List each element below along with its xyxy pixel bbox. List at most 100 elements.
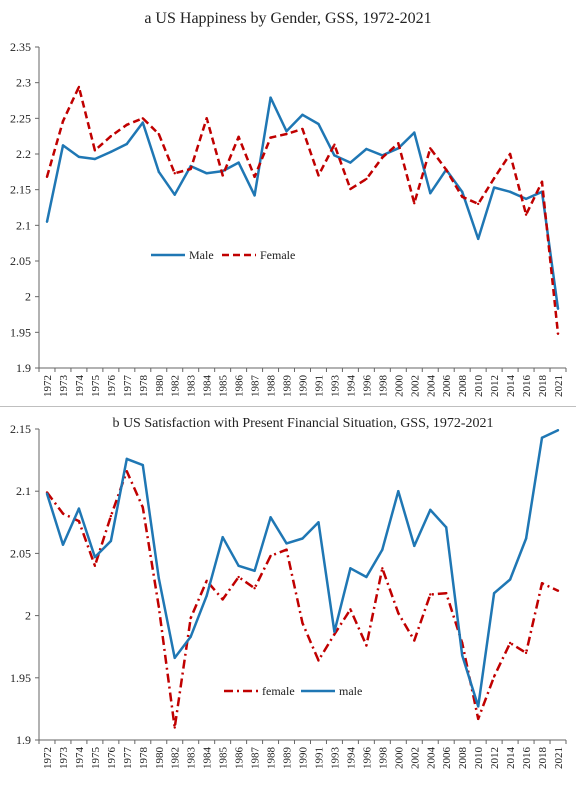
data-point-male [77, 155, 81, 159]
x-tick-label: 2006 [441, 375, 453, 398]
data-point-female [317, 659, 320, 662]
data-point-female [476, 717, 480, 721]
data-point-female [381, 156, 384, 159]
financial-satisfaction-line-chart: 1.9 1.95 2 2.05 2.1 2.15 1972 1973 1974 1975 1976 1… [10, 422, 567, 770]
data-point-female [349, 187, 352, 191]
y-tick-label: 2.3 [16, 76, 31, 90]
data-point-female [301, 127, 304, 131]
data-point-female [109, 514, 113, 518]
x-tick-label: 1980 [154, 375, 166, 398]
data-point-female [381, 567, 384, 570]
data-point-female [253, 175, 256, 179]
data-point-female [540, 180, 544, 184]
chart-title: b US Satisfaction with Present Financial… [112, 416, 494, 431]
data-point-male [365, 147, 368, 151]
data-point-male [61, 543, 65, 546]
x-tick-label: 2004 [425, 747, 437, 770]
x-tick-label: 1984 [202, 747, 214, 770]
data-point-male [205, 594, 208, 597]
data-point-female [269, 136, 272, 139]
data-point-female [221, 598, 224, 601]
legend-label: female [262, 684, 295, 698]
x-tick-label: 1991 [313, 375, 325, 397]
x-tick-label: 2002 [409, 375, 421, 397]
data-point-male [157, 170, 160, 174]
data-point-female [524, 213, 528, 216]
y-tick-label: 1.9 [16, 733, 31, 747]
y-tick-label: 2.35 [10, 40, 31, 54]
x-tick-label: 2010 [473, 747, 485, 770]
data-point-female [349, 608, 352, 611]
data-point-male [157, 577, 160, 580]
x-tick-label: 1994 [345, 375, 357, 398]
data-point-female [269, 554, 272, 558]
data-point-female [125, 123, 129, 126]
x-tick-label: 2008 [457, 375, 469, 398]
x-tick-label: 2000 [393, 747, 405, 770]
x-tick-label: 2000 [393, 375, 405, 398]
data-point-male [317, 122, 320, 126]
y-tick-label: 1.95 [10, 325, 31, 339]
data-point-female [460, 195, 464, 198]
data-point-male [125, 142, 129, 146]
data-point-male [349, 161, 352, 164]
data-point-male [413, 131, 416, 134]
data-point-male [508, 578, 512, 581]
x-tick-label: 1976 [106, 747, 118, 770]
data-point-male [285, 129, 288, 133]
data-point-male [492, 592, 496, 595]
data-point-female [141, 506, 145, 509]
data-point-male [61, 144, 65, 147]
data-point-female [93, 149, 97, 152]
series-line-female [45, 85, 560, 334]
data-point-male [45, 492, 49, 495]
data-point-female [476, 202, 480, 206]
data-point-female [205, 579, 208, 582]
x-tick-label: 2016 [521, 747, 533, 770]
x-tick-label: 1976 [106, 375, 118, 398]
data-point-female [445, 592, 448, 595]
x-tick-label: 1974 [74, 375, 86, 398]
data-point-male [524, 197, 528, 201]
data-point-female [189, 616, 192, 620]
y-tick-label: 2 [25, 609, 31, 623]
data-point-male [492, 186, 496, 189]
data-point-female [205, 117, 208, 120]
data-point-male [397, 490, 400, 493]
data-point-male [333, 630, 336, 633]
data-point-female [237, 135, 240, 139]
data-point-male [460, 190, 464, 194]
data-point-female [429, 147, 432, 150]
chart-title: a US Happiness by Gender, GSS, 1972-2021 [144, 10, 432, 27]
x-tick-label: 1973 [58, 375, 70, 398]
x-tick-label: 1982 [170, 747, 182, 769]
data-point-male [109, 150, 113, 154]
x-tick-label: 1983 [186, 375, 198, 398]
x-tick-label: 2002 [409, 747, 421, 769]
x-tick-label: 2006 [441, 747, 453, 770]
data-point-female [492, 177, 496, 180]
data-point-male [77, 507, 81, 510]
data-point-male [253, 569, 256, 573]
y-tick-label: 2.15 [10, 422, 31, 436]
x-tick-label: 1980 [154, 747, 166, 770]
x-tick-label: 1987 [250, 747, 262, 770]
x-tick-label: 2014 [505, 375, 517, 398]
data-point-male [141, 463, 145, 467]
x-tick-label: 2008 [457, 747, 469, 770]
data-point-male [349, 567, 352, 570]
data-point-female [333, 633, 336, 636]
data-point-female [365, 177, 368, 181]
x-tick-label: 1977 [122, 747, 134, 770]
data-point-female [173, 726, 176, 729]
data-point-male [445, 526, 448, 529]
chart-panel-happiness: a US Happiness by Gender, GSS, 1972-2021… [0, 10, 576, 407]
data-point-male [301, 537, 304, 540]
data-point-male [540, 436, 544, 439]
x-tick-label: 1991 [313, 747, 325, 769]
data-point-female [157, 605, 160, 609]
data-point-male [460, 654, 464, 657]
data-point-female [77, 85, 81, 89]
x-tick-label: 1975 [90, 747, 102, 770]
x-tick-label: 1993 [329, 375, 341, 398]
